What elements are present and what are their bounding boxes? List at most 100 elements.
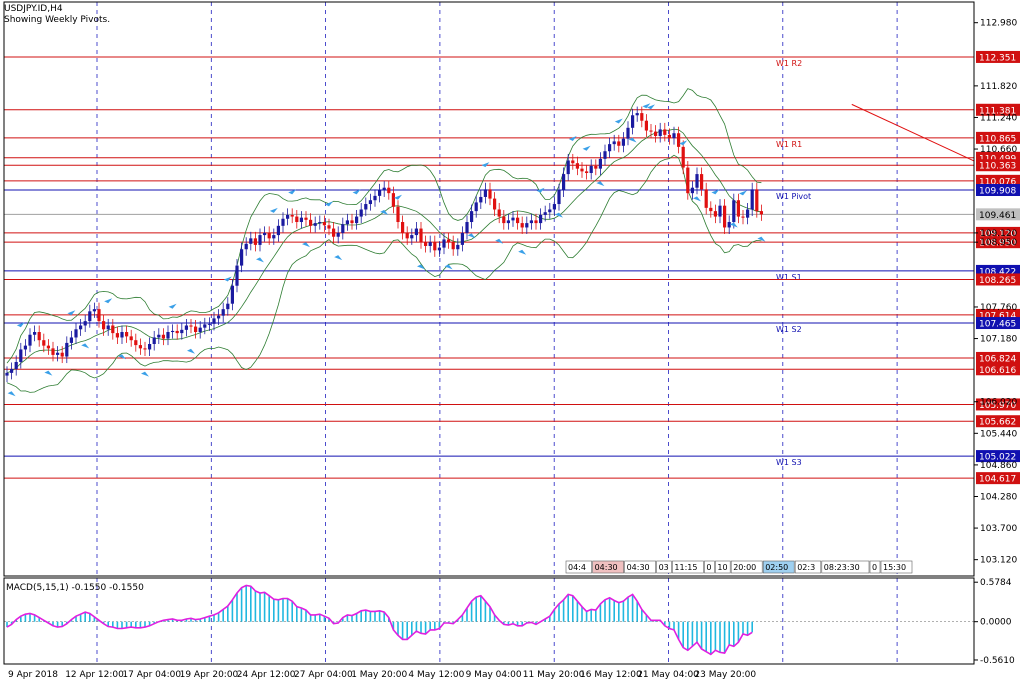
subtitle-label: Showing Weekly Pivots. bbox=[4, 15, 111, 25]
arrow-down-icon bbox=[187, 348, 195, 354]
candle-body bbox=[557, 190, 561, 205]
candle-body bbox=[221, 309, 225, 316]
candle-body bbox=[88, 311, 92, 322]
time-strip-label: 15:30 bbox=[883, 563, 906, 572]
candle-body bbox=[529, 220, 533, 224]
price-axis: 112.980 111.820 111.240 110.660 109.120108.9… bbox=[974, 19, 1017, 566]
pivot-label-box bbox=[976, 183, 1020, 196]
time-strip-cell bbox=[880, 560, 913, 574]
arrow-down-icon bbox=[518, 249, 527, 255]
arrow-up-icon bbox=[352, 189, 361, 195]
arrow-down-icon bbox=[118, 354, 126, 360]
candle-body bbox=[355, 216, 359, 224]
candle-body bbox=[543, 212, 547, 215]
candle-body bbox=[378, 190, 382, 196]
candle-body bbox=[60, 352, 64, 357]
candle-body bbox=[635, 113, 639, 116]
pivot-label-box bbox=[976, 472, 1020, 485]
main-frame bbox=[3, 1, 975, 577]
candle-body bbox=[589, 165, 593, 174]
candle-body bbox=[598, 158, 602, 169]
candle-body bbox=[138, 345, 142, 349]
time-strip: 04:4 04:30 04:30 03 11:15 0 10 20:00 02:50 02:3 08… bbox=[565, 560, 913, 574]
pivot-label-box bbox=[976, 174, 1020, 187]
candle-body bbox=[120, 332, 124, 338]
x-tick-label: 9 May 04:00 bbox=[466, 670, 522, 680]
candle-body bbox=[548, 209, 552, 213]
arrow-down-icon bbox=[757, 236, 766, 242]
candle-body bbox=[428, 242, 432, 246]
candle-body bbox=[525, 223, 529, 228]
arrow-down-icon bbox=[417, 264, 425, 270]
candle-body bbox=[617, 141, 621, 146]
candlesticks bbox=[5, 106, 763, 383]
trendline bbox=[851, 103, 975, 162]
time-strip-cell bbox=[821, 560, 870, 574]
candle-body bbox=[746, 209, 750, 218]
candle-body bbox=[171, 330, 175, 333]
y-tick-label: 103.120 bbox=[980, 556, 1017, 566]
candle-body bbox=[327, 225, 331, 229]
time-strip-label: 04:30 bbox=[595, 563, 618, 572]
arrow-down-icon bbox=[141, 371, 149, 377]
pivot-label: 105.662 bbox=[979, 418, 1016, 428]
x-tick-label: 1 May 20:00 bbox=[351, 670, 407, 680]
candle-body bbox=[732, 200, 736, 223]
x-tick-label: 27 Apr 04:00 bbox=[294, 670, 353, 680]
candle-body bbox=[180, 329, 184, 334]
current-price-label: 109.461 bbox=[979, 211, 1016, 221]
macd-y-tick-label: 0.5784 bbox=[980, 578, 1012, 588]
time-strip-label: 08:23:30 bbox=[824, 563, 860, 572]
candle-body bbox=[640, 113, 644, 121]
candle-body bbox=[562, 174, 566, 191]
candle-body bbox=[387, 187, 391, 194]
x-tick-label: 17 Apr 04:00 bbox=[122, 670, 181, 680]
candle-body bbox=[649, 130, 653, 132]
time-strip-label: 02:3 bbox=[797, 563, 815, 572]
candle-body bbox=[56, 352, 60, 355]
candle-body bbox=[189, 325, 193, 327]
upper-band bbox=[6, 88, 762, 364]
time-strip-label: 02:50 bbox=[765, 563, 788, 572]
pivot-label-box bbox=[976, 131, 1020, 144]
arrow-up-icon bbox=[536, 187, 545, 193]
pivot-label: 109.908 bbox=[979, 186, 1016, 196]
candle-body bbox=[83, 321, 87, 326]
candle-body bbox=[69, 337, 73, 343]
time-strip-cell bbox=[715, 560, 731, 574]
candle-body bbox=[42, 340, 46, 346]
candle-body bbox=[345, 220, 349, 225]
time-strip-cell bbox=[730, 560, 763, 574]
candle-body bbox=[654, 131, 658, 136]
arrow-down-icon bbox=[729, 222, 738, 228]
candle-body bbox=[28, 334, 32, 346]
candle-body bbox=[396, 206, 400, 223]
candle-body bbox=[309, 219, 313, 226]
pivot-label: 110.076 bbox=[979, 177, 1016, 187]
candle-body bbox=[198, 327, 202, 333]
candle-body bbox=[46, 345, 50, 349]
x-tick-label: 4 May 12:00 bbox=[408, 670, 464, 680]
time-strip-cell bbox=[672, 560, 704, 574]
arrow-up-icon bbox=[325, 201, 333, 207]
y-tick-label: 111.820 bbox=[980, 82, 1017, 92]
candle-body bbox=[129, 336, 133, 341]
candle-body bbox=[658, 129, 662, 136]
candle-body bbox=[516, 217, 520, 224]
pivot-label-box bbox=[976, 273, 1020, 286]
arrow-up-icon bbox=[642, 103, 651, 109]
candle-body bbox=[713, 211, 717, 217]
candle-body bbox=[143, 348, 147, 350]
candle-body bbox=[5, 372, 9, 376]
y-tick-label: 107.760 bbox=[980, 303, 1017, 313]
candle-body bbox=[718, 205, 722, 217]
candle-body bbox=[14, 361, 18, 370]
candle-body bbox=[235, 265, 239, 286]
x-tick-label: 23 May 20:00 bbox=[694, 670, 756, 680]
arrow-down-icon bbox=[302, 242, 310, 248]
candle-body bbox=[755, 189, 759, 212]
y-tick-label: 106.020 bbox=[980, 398, 1017, 408]
